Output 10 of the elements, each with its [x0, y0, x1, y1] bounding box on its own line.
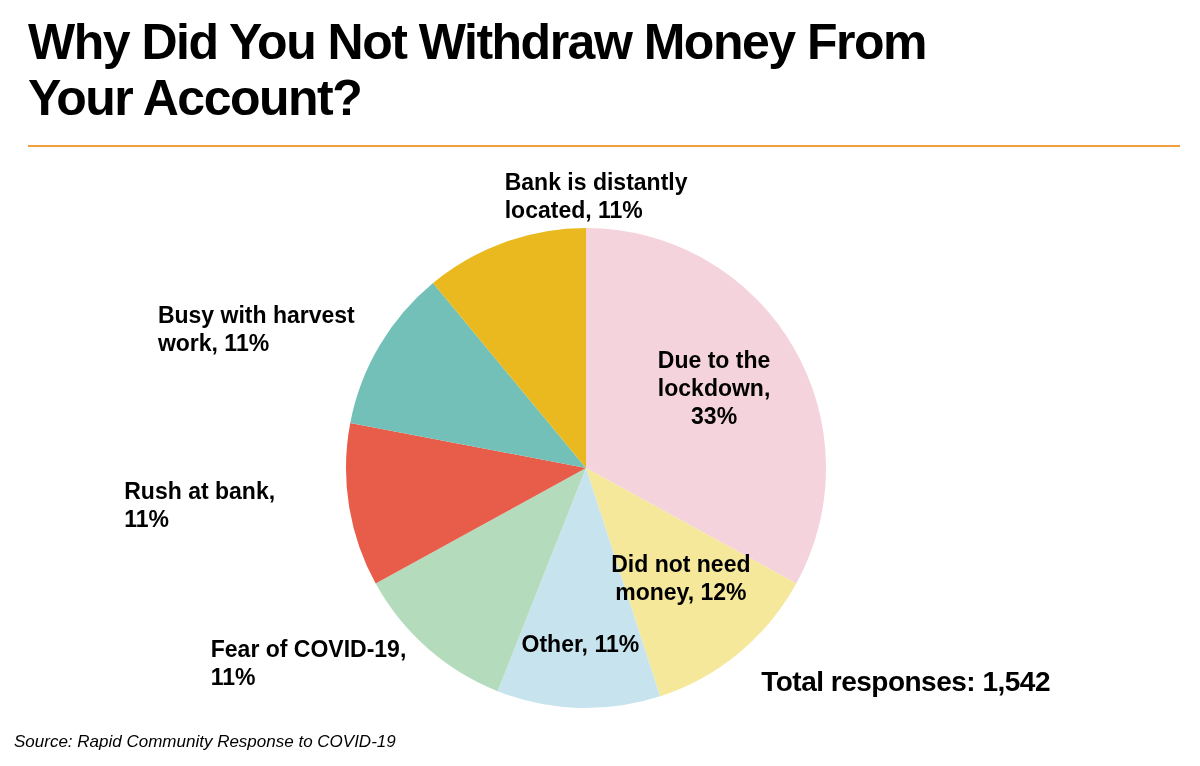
slice-label: Did not need money, 12% [611, 551, 751, 606]
slice-label: Rush at bank, 11% [124, 478, 276, 533]
chart-title: Why Did You Not Withdraw Money From Your Account? [28, 14, 927, 126]
slice-label: Other, 11% [521, 630, 640, 657]
slice-label: Fear of COVID-19, 11% [210, 635, 407, 690]
slice-label: Busy with harvest work, 11% [156, 301, 356, 356]
slice-label: Bank is distantly located, 11% [504, 168, 688, 223]
slice-label: Due to the lockdown, 33% [657, 347, 771, 430]
text: Total responses: 1,542 [761, 666, 1050, 698]
source-note: Source: Rapid Community Response to COVID-19 [14, 732, 396, 752]
